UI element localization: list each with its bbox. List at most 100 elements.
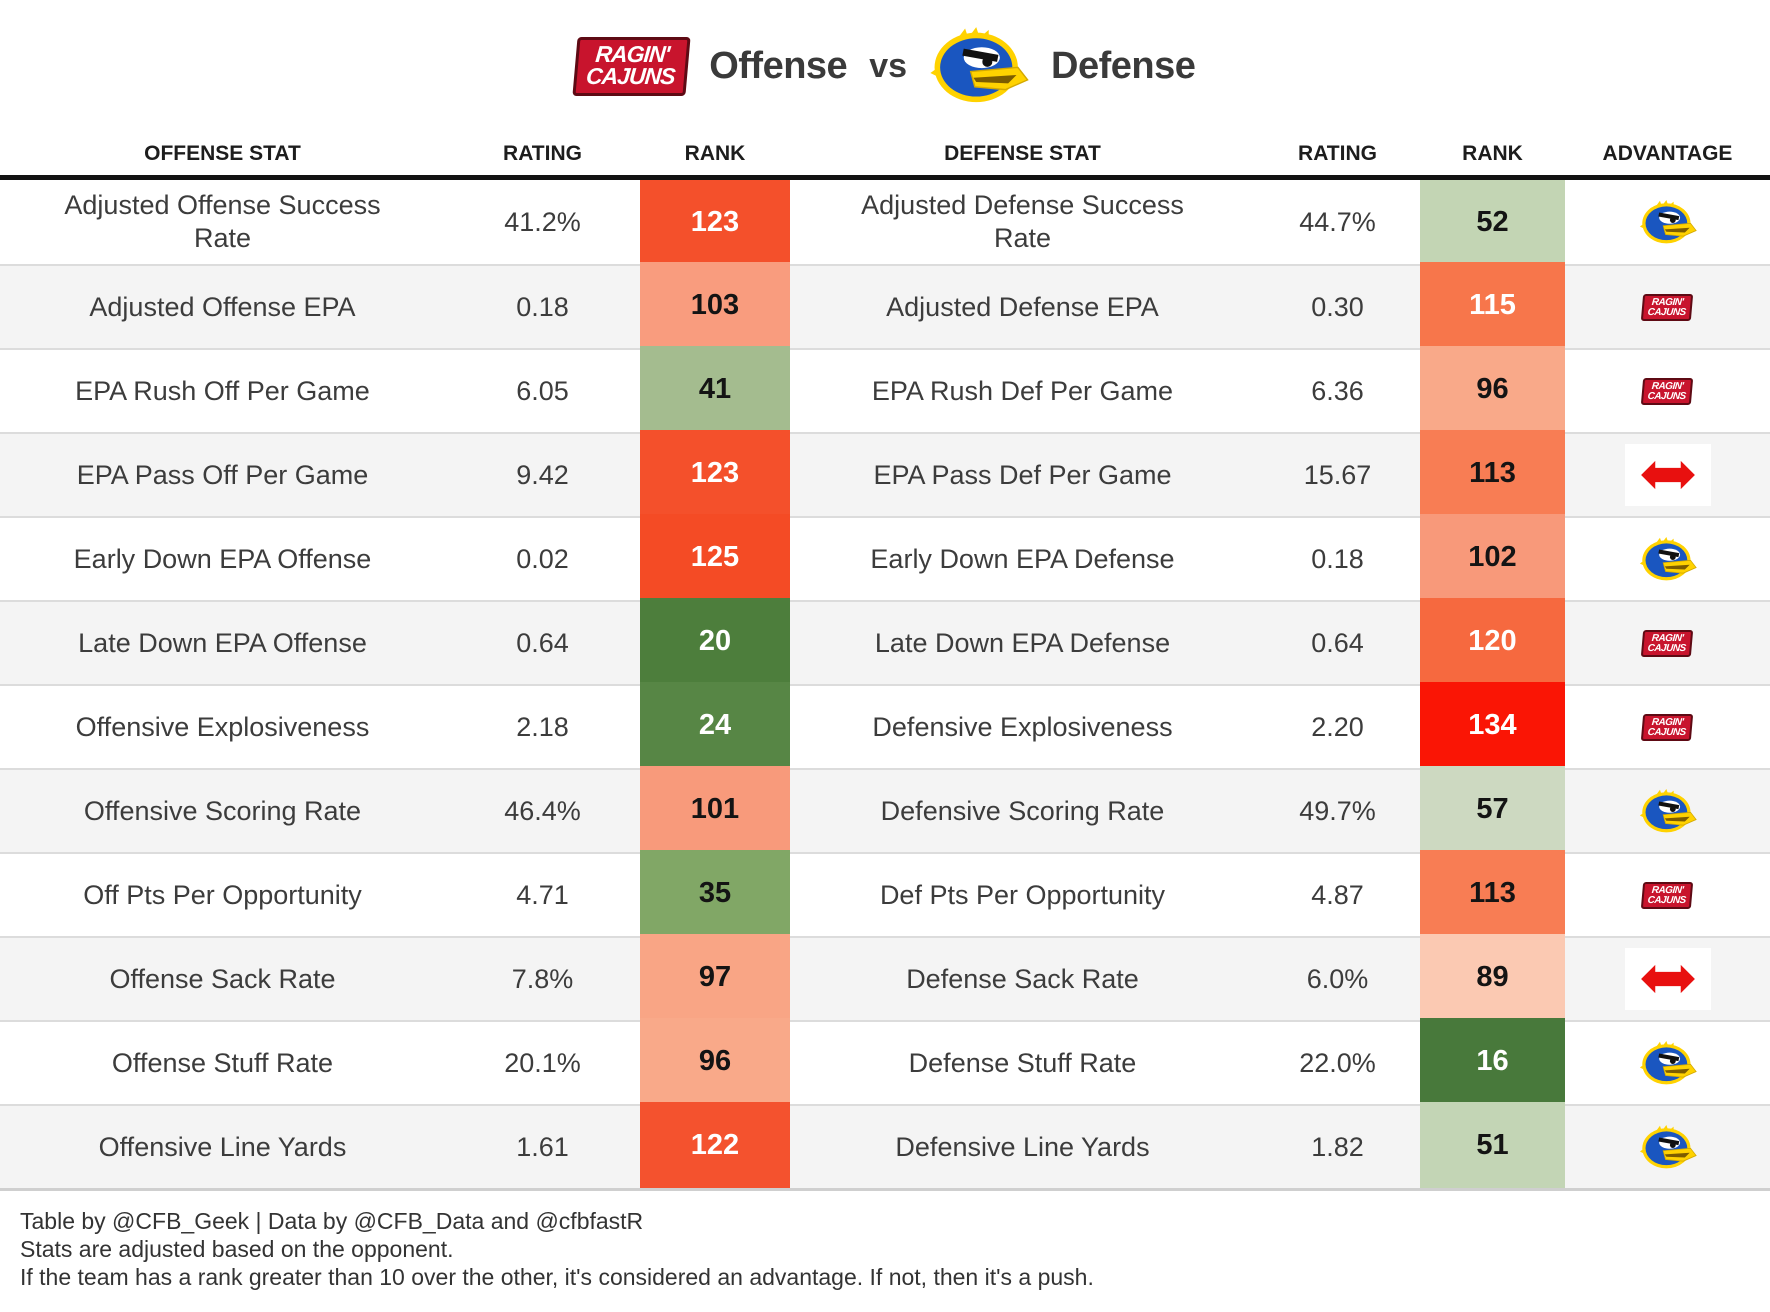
defense-rank-cell: 113 bbox=[1420, 430, 1565, 516]
ragin-cajuns-advantage-icon: RAGIN' CAJUNS bbox=[1641, 293, 1694, 321]
table-row: Adjusted Offense EPA 0.18 103 Adjusted D… bbox=[0, 262, 1770, 348]
advantage-cell bbox=[1565, 180, 1770, 264]
defense-stat-cell: Defense Stuff Rate bbox=[790, 1020, 1255, 1104]
delaware-hen-advantage-icon bbox=[1639, 1125, 1697, 1170]
note-adjusted: Stats are adjusted based on the opponent… bbox=[20, 1236, 454, 1262]
offense-stat-cell: Late Down EPA Offense bbox=[0, 600, 445, 684]
offense-rating-cell: 20.1% bbox=[445, 1020, 640, 1104]
cajuns-logo-line2: CAJUNS bbox=[584, 62, 676, 89]
offense-stat-cell: EPA Pass Off Per Game bbox=[0, 432, 445, 516]
offense-rating-cell: 41.2% bbox=[504, 206, 581, 237]
defense-rank-cell: 96 bbox=[1420, 346, 1565, 432]
offense-rating-cell: 2.18 bbox=[445, 684, 640, 768]
table-row: Offensive Line Yards 1.61 122 Defensive … bbox=[0, 1102, 1770, 1188]
credit-line: Table by @CFB_Geek | Data by @CFB_Data a… bbox=[20, 1208, 644, 1234]
offense-rank-cell: 125 bbox=[640, 514, 790, 600]
delaware-hen-advantage-icon bbox=[1639, 789, 1697, 834]
col-header-defense-rank: RANK bbox=[1462, 141, 1523, 165]
ragin-cajuns-advantage-icon: RAGIN' CAJUNS bbox=[1641, 629, 1694, 657]
ragin-cajuns-advantage-icon: RAGIN' CAJUNS bbox=[1641, 713, 1694, 741]
defense-stat-cell: Defensive Line Yards bbox=[790, 1104, 1255, 1188]
col-header-offense-rank: RANK bbox=[684, 141, 746, 165]
offense-stat-cell: Early Down EPA Offense bbox=[0, 516, 445, 600]
defense-rank-cell: 89 bbox=[1420, 934, 1565, 1020]
defense-rank-cell: 57 bbox=[1420, 766, 1565, 852]
defense-stat-cell: EPA Rush Def Per Game bbox=[790, 348, 1255, 432]
push-advantage-chip bbox=[1624, 444, 1711, 506]
offense-rating-cell: 0.18 bbox=[445, 264, 640, 348]
defense-rank-cell: 134 bbox=[1420, 682, 1565, 768]
offense-stat-cell: Adjusted Offense EPA bbox=[0, 264, 445, 348]
defense-rating-cell: 2.20 bbox=[1255, 684, 1420, 768]
defense-rank-cell: 102 bbox=[1420, 514, 1565, 600]
offense-rank-cell: 123 bbox=[640, 180, 790, 264]
table-row: Offense Sack Rate 7.8% 97 Defense Sack R… bbox=[0, 934, 1770, 1020]
col-header-offense-rating: RATING bbox=[503, 141, 582, 165]
offense-rank-cell: 123 bbox=[640, 430, 790, 516]
col-header-defense-stat: DEFENSE STAT bbox=[944, 141, 1101, 165]
defense-rating-cell: 0.64 bbox=[1255, 600, 1420, 684]
offense-rating-cell: 4.71 bbox=[445, 852, 640, 936]
push-arrow-icon bbox=[1638, 458, 1698, 492]
page-title: RAGIN' CAJUNS Offense vs Defense bbox=[0, 0, 1770, 132]
table-row: Offensive Explosiveness 2.18 24 Defensiv… bbox=[0, 682, 1770, 768]
defense-rating-cell: 15.67 bbox=[1255, 432, 1420, 516]
table-row: Offense Stuff Rate 20.1% 96 Defense Stuf… bbox=[0, 1018, 1770, 1104]
offense-rating-cell: 7.8% bbox=[445, 936, 640, 1020]
table-row: Off Pts Per Opportunity 4.71 35 Def Pts … bbox=[0, 850, 1770, 936]
defense-rating-cell: 22.0% bbox=[1255, 1020, 1420, 1104]
offense-rank-cell: 35 bbox=[640, 850, 790, 936]
defense-rank-cell: 115 bbox=[1420, 262, 1565, 348]
offense-rank-cell: 101 bbox=[640, 766, 790, 852]
offense-stat-cell: Offensive Explosiveness bbox=[0, 684, 445, 768]
offense-stat-cell: Off Pts Per Opportunity bbox=[0, 852, 445, 936]
offense-rating-cell: 46.4% bbox=[445, 768, 640, 852]
delaware-hen-advantage-icon bbox=[1639, 200, 1697, 245]
advantage-cell: RAGIN' CAJUNS bbox=[1565, 684, 1770, 768]
offense-rating-cell: 6.05 bbox=[445, 348, 640, 432]
table-row: Adjusted Offense Success Rate 41.2% 123 … bbox=[0, 180, 1770, 264]
note-advantage-rule: If the team has a rank greater than 10 o… bbox=[20, 1264, 1094, 1290]
ragin-cajuns-advantage-icon: RAGIN' CAJUNS bbox=[1641, 377, 1694, 405]
offense-rating-cell: 1.61 bbox=[445, 1104, 640, 1188]
defense-title-label: Defense bbox=[1051, 44, 1196, 87]
push-advantage-chip bbox=[1624, 948, 1711, 1010]
ragin-cajuns-advantage-icon: RAGIN' CAJUNS bbox=[1641, 881, 1694, 909]
defense-rating-cell: 0.30 bbox=[1255, 264, 1420, 348]
ragin-cajuns-logo-icon: RAGIN' CAJUNS bbox=[572, 36, 690, 96]
defense-stat-cell: Defensive Scoring Rate bbox=[790, 768, 1255, 852]
defense-rating-cell: 4.87 bbox=[1255, 852, 1420, 936]
delaware-hen-advantage-icon bbox=[1639, 537, 1697, 582]
offense-stat-cell: Offensive Scoring Rate bbox=[0, 768, 445, 852]
table-body: Adjusted Offense Success Rate 41.2% 123 … bbox=[0, 180, 1770, 1191]
offense-rank-cell: 96 bbox=[640, 1018, 790, 1104]
defense-rank-cell: 52 bbox=[1420, 180, 1565, 264]
table-row: EPA Rush Off Per Game 6.05 41 EPA Rush D… bbox=[0, 346, 1770, 432]
offense-stat-cell: Offensive Line Yards bbox=[0, 1104, 445, 1188]
offense-rank-cell: 97 bbox=[640, 934, 790, 1020]
table-row: Offensive Scoring Rate 46.4% 101 Defensi… bbox=[0, 766, 1770, 852]
defense-rating-cell: 44.7% bbox=[1299, 206, 1376, 237]
advantage-cell bbox=[1565, 516, 1770, 600]
offense-rank-cell: 103 bbox=[640, 262, 790, 348]
col-header-offense-stat: OFFENSE STAT bbox=[144, 141, 301, 165]
table-header-row: OFFENSE STAT RATING RANK DEFENSE STAT RA… bbox=[0, 132, 1770, 180]
offense-stat-cell: Offense Stuff Rate bbox=[0, 1020, 445, 1104]
table-row: Late Down EPA Offense 0.64 20 Late Down … bbox=[0, 598, 1770, 684]
defense-stat-cell: Adjusted Defense Success Rate bbox=[861, 190, 1184, 253]
offense-rank-cell: 20 bbox=[640, 598, 790, 684]
defense-stat-cell: EPA Pass Def Per Game bbox=[790, 432, 1255, 516]
defense-stat-cell: Late Down EPA Defense bbox=[790, 600, 1255, 684]
advantage-cell: RAGIN' CAJUNS bbox=[1565, 264, 1770, 348]
offense-rating-cell: 9.42 bbox=[445, 432, 640, 516]
offense-rank-cell: 41 bbox=[640, 346, 790, 432]
advantage-cell: RAGIN' CAJUNS bbox=[1565, 852, 1770, 936]
defense-stat-cell: Defensive Explosiveness bbox=[790, 684, 1255, 768]
table-row: EPA Pass Off Per Game 9.42 123 EPA Pass … bbox=[0, 430, 1770, 516]
defense-rating-cell: 6.0% bbox=[1255, 936, 1420, 1020]
advantage-cell: RAGIN' CAJUNS bbox=[1565, 348, 1770, 432]
offense-stat-cell: Adjusted Offense Success Rate bbox=[64, 190, 381, 253]
push-arrow-icon bbox=[1638, 962, 1698, 996]
offense-stat-cell: Offense Sack Rate bbox=[0, 936, 445, 1020]
defense-rating-cell: 1.82 bbox=[1255, 1104, 1420, 1188]
